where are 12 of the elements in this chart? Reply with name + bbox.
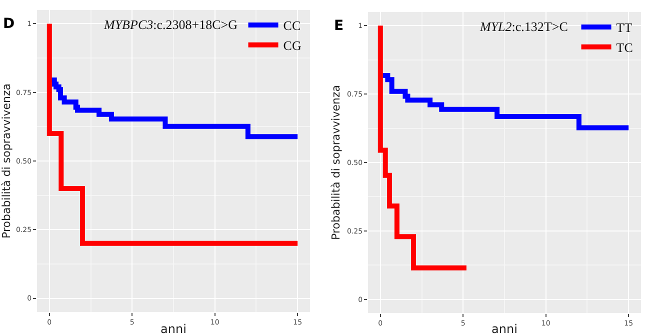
text: MYL2:c.132T>C [479, 19, 568, 34]
y-axis-title: Probabilità di sopravvivenza [330, 85, 343, 240]
legend-label: TC [616, 40, 633, 55]
legend-label: CC [283, 18, 301, 34]
text: D [3, 16, 15, 32]
y-axis-title: Probabilità di sopravvivenza [0, 84, 13, 238]
text: E [334, 18, 344, 34]
legend-label: CG [283, 38, 302, 53]
legend-label: TT [616, 20, 632, 36]
x-axis-title: anni [160, 322, 186, 336]
text: MYBPC3:c.2308+18C>G [103, 17, 238, 32]
x-axis-title: anni [492, 322, 518, 336]
